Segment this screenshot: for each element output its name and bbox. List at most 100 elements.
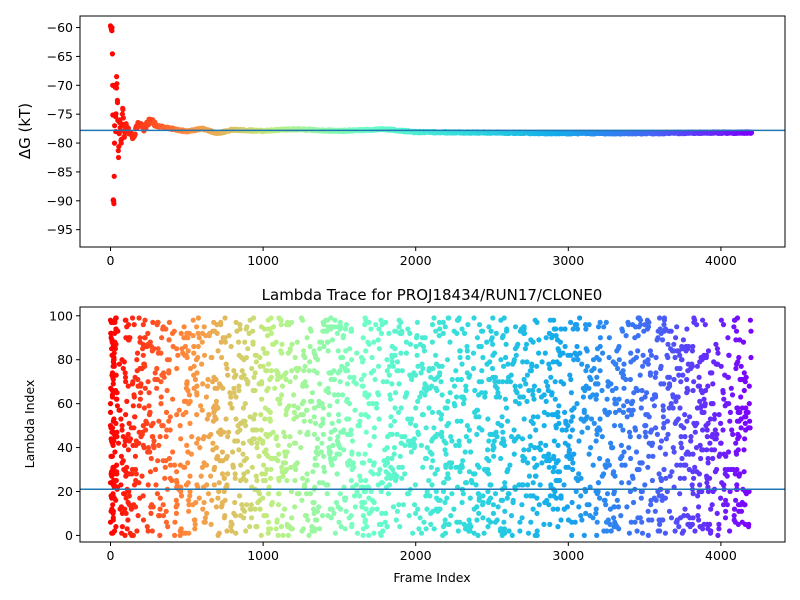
lambda-point — [638, 488, 644, 495]
lambda-point — [403, 350, 409, 356]
lambda-point — [237, 427, 243, 433]
lambda-point — [363, 477, 369, 484]
lambda-point — [480, 354, 486, 361]
lambda-point — [616, 357, 622, 363]
lambda-point — [499, 379, 506, 385]
lambda-point — [107, 401, 114, 407]
lambda-point — [121, 491, 127, 497]
lambda-point — [530, 506, 536, 512]
lambda-point — [742, 420, 748, 426]
lambda-point — [467, 495, 473, 501]
lambda-point — [378, 317, 384, 323]
lambda-point — [267, 409, 273, 415]
lambda-point — [645, 508, 651, 514]
lambda-point — [188, 451, 194, 457]
lambda-point — [503, 405, 510, 411]
lambda-point — [235, 339, 242, 345]
lambda-point — [519, 502, 525, 508]
lambda-point — [472, 471, 478, 477]
lambda-point — [633, 354, 640, 361]
lambda-point — [211, 482, 217, 488]
lambda-point — [154, 365, 160, 372]
lambda-point — [237, 513, 244, 519]
lambda-point — [597, 368, 603, 374]
lambda-point — [673, 398, 679, 404]
lambda-point — [628, 519, 634, 525]
lambda-point — [707, 416, 714, 422]
lambda-point — [525, 482, 531, 488]
lambda-point — [583, 326, 589, 332]
lambda-point — [426, 405, 432, 411]
lambda-point — [685, 361, 691, 367]
lambda-point — [709, 370, 715, 376]
dg-point — [115, 154, 122, 161]
lambda-point — [124, 398, 130, 404]
lambda-point — [298, 445, 304, 451]
lambda-point — [254, 440, 260, 446]
lambda-point — [286, 403, 292, 409]
lambda-point — [344, 416, 350, 422]
lambda-point — [733, 365, 739, 372]
lambda-point — [650, 453, 656, 459]
lambda-point — [414, 319, 420, 325]
lambda-point — [636, 324, 642, 330]
lambda-point — [617, 455, 624, 462]
lambda-point — [399, 475, 405, 481]
lambda-point — [434, 466, 440, 473]
lambda-point — [287, 346, 293, 352]
lambda-point — [375, 363, 382, 369]
lambda-point — [186, 392, 192, 398]
lambda-point — [679, 357, 685, 363]
lambda-point — [265, 491, 272, 497]
lambda-point — [480, 328, 486, 334]
lambda-point — [384, 475, 390, 481]
lambda-point — [493, 330, 499, 336]
lambda-point — [163, 519, 169, 525]
lambda-point — [720, 387, 726, 394]
lambda-point — [245, 381, 251, 387]
lambda-point — [363, 392, 369, 398]
lambda-point — [167, 414, 173, 420]
lambda-point — [348, 328, 355, 334]
lambda-point — [513, 387, 519, 394]
lambda-point — [394, 508, 400, 514]
lambda-point — [460, 458, 466, 464]
lambda-point — [711, 359, 717, 365]
lambda-point — [233, 372, 239, 378]
lambda-point — [265, 326, 271, 332]
lambda-point — [574, 322, 580, 328]
lambda-point — [557, 352, 563, 358]
lambda-point — [696, 374, 702, 380]
lambda-point — [639, 530, 646, 536]
lambda-point — [389, 473, 395, 479]
lambda-point — [170, 449, 176, 455]
lambda-point — [329, 506, 335, 512]
lambda-point — [298, 412, 304, 418]
lambda-point — [655, 488, 661, 495]
lambda-point — [458, 376, 464, 383]
lambda-point — [612, 396, 618, 402]
lambda-point — [680, 337, 687, 343]
lambda-point — [601, 528, 607, 534]
lambda-point — [423, 493, 429, 499]
dg-point — [147, 117, 153, 123]
lambda-point — [742, 414, 748, 420]
lambda-point — [229, 405, 235, 411]
lambda-point — [620, 372, 627, 378]
lambda-point — [123, 412, 129, 418]
lambda-point — [342, 365, 348, 372]
lambda-point — [711, 416, 717, 422]
lambda-point — [485, 416, 491, 422]
lambda-point — [618, 442, 625, 448]
y-tick-label: −75 — [47, 107, 73, 122]
lambda-point — [275, 372, 281, 378]
lambda-point — [588, 445, 594, 451]
lambda-point — [221, 488, 227, 495]
lambda-point — [307, 491, 313, 497]
lambda-point — [507, 379, 514, 385]
lambda-point — [122, 317, 128, 323]
lambda-point — [210, 440, 216, 446]
lambda-point — [437, 326, 443, 332]
lambda-point — [670, 445, 676, 451]
lambda-point — [282, 434, 288, 440]
